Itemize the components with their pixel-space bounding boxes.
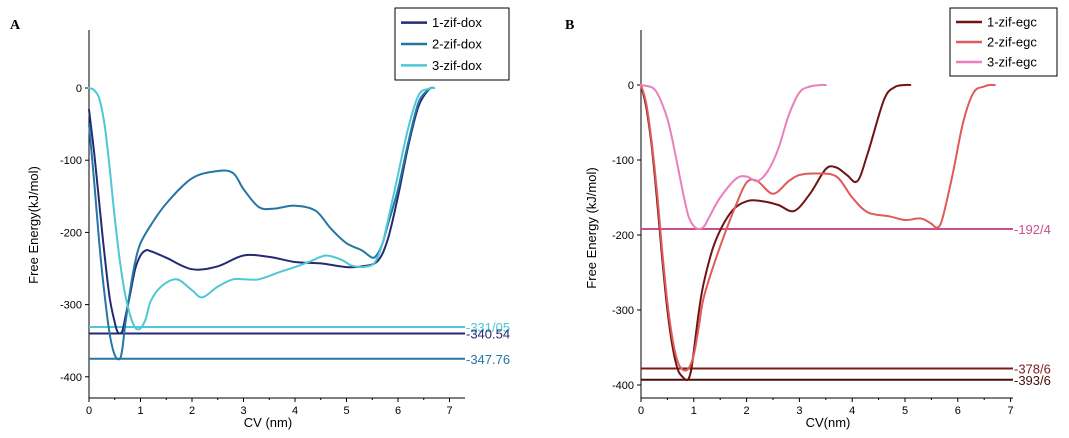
y-tick-label: -100: [60, 155, 82, 167]
x-tick-label: 0: [638, 405, 644, 417]
series-lines: [640, 83, 996, 382]
x-axis-label: CV(nm): [806, 415, 851, 430]
x-tick-label: 7: [1008, 405, 1014, 417]
legend-label: 2-zif-dox: [432, 37, 482, 52]
x-tick-label: 3: [796, 405, 802, 417]
reference-value: -192/4: [1014, 222, 1051, 237]
x-tick-label: 1: [691, 405, 697, 417]
y-tick-label: -300: [612, 305, 634, 317]
x-tick-label: 0: [86, 405, 92, 417]
series-line: [640, 83, 827, 230]
series-line: [88, 86, 436, 331]
axes: 0 1 2 3 4 5 6 7 0 -100 -200 -300 -400: [60, 30, 465, 417]
legend-label: 3-zif-dox: [432, 58, 482, 73]
reference-lines: [641, 228, 1013, 381]
legend: 1-zif-dox 2-zif-dox 3-zif-dox: [394, 7, 510, 81]
reference-value: -340.54: [466, 326, 510, 341]
reference-lines: [89, 325, 465, 360]
legend-label: 3-zif-egc: [987, 55, 1037, 70]
y-axis-label: Free Energy(kJ/mol): [26, 166, 41, 284]
y-tick-label: -400: [612, 380, 634, 392]
panel-a: A 0 1 2 3 4 5 6 7 0 -100 -200 -300 -400 -331/05-340.…: [10, 7, 510, 430]
x-tick-label: 3: [240, 405, 246, 417]
panel-b: B 0 1 2 3 4 5 6 7 0 -100 -200 -300 -400 -192/4 -378/6…: [565, 7, 1058, 430]
series-line: [640, 83, 912, 382]
x-tick-label: 4: [292, 405, 298, 417]
x-tick-label: 6: [395, 405, 401, 417]
x-tick-label: 6: [955, 405, 961, 417]
axes: 0 1 2 3 4 5 6 7 0 -100 -200 -300 -400: [612, 30, 1014, 417]
x-tick-label: 2: [744, 405, 750, 417]
x-axis-label: CV (nm): [244, 415, 292, 430]
legend-label: 2-zif-egc: [987, 35, 1037, 50]
y-tick-label: 0: [628, 80, 634, 92]
series-line: [88, 86, 436, 335]
x-tick-label: 5: [343, 405, 349, 417]
y-tick-label: -200: [60, 227, 82, 239]
panel-letter: B: [565, 18, 574, 33]
legend-label: 1-zif-egc: [987, 15, 1037, 30]
reference-labels: -331/05-340.54 -347.76: [466, 320, 510, 367]
legend-label: 1-zif-dox: [432, 15, 482, 30]
panel-letter: A: [10, 18, 21, 33]
x-tick-label: 7: [446, 405, 452, 417]
reference-value: -331/05: [466, 320, 510, 335]
y-tick-label: -100: [612, 155, 634, 167]
series-line: [640, 83, 996, 372]
y-tick-label: -400: [60, 372, 82, 384]
y-tick-label: -300: [60, 300, 82, 312]
legend: 1-zif-egc 2-zif-egc 3-zif-egc: [949, 7, 1058, 77]
y-axis-label: Free Energy (kJ/mol): [584, 167, 599, 288]
x-tick-label: 2: [189, 405, 195, 417]
x-tick-label: 4: [849, 405, 855, 417]
x-tick-label: 1: [137, 405, 143, 417]
series-lines: [88, 86, 436, 361]
reference-labels: -192/4 -378/6-393/6: [1014, 222, 1051, 388]
reference-value: -347.76: [466, 352, 510, 367]
series-line: [88, 86, 436, 361]
reference-value: -378/6: [1014, 362, 1051, 377]
y-tick-label: -200: [612, 230, 634, 242]
y-tick-label: 0: [76, 83, 82, 95]
x-tick-label: 5: [902, 405, 908, 417]
reference-value: -393/6: [1014, 373, 1051, 388]
